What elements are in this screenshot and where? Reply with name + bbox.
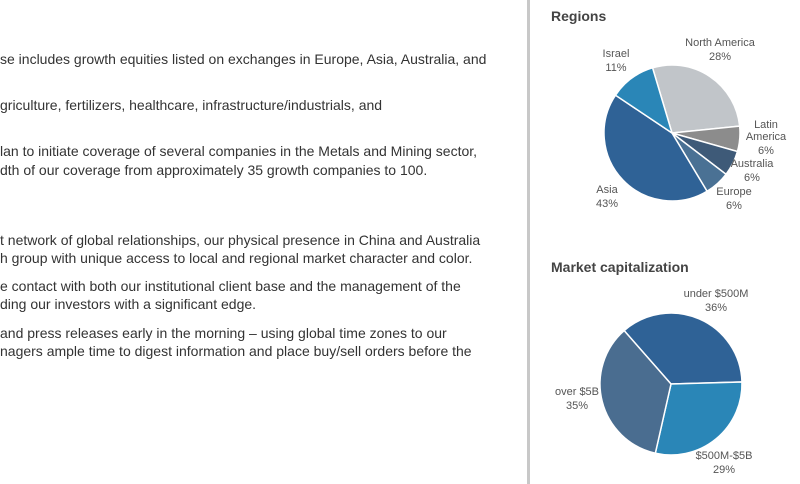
slice-label-500m-5b: $500M-$5B 29% [696, 450, 753, 476]
slice-label-europe: Europe 6% [716, 186, 751, 212]
column-divider [527, 0, 530, 484]
market-cap-pie-chart: under $500M 36% $500M-$5B 29% over $5B 35% [555, 288, 753, 476]
pie-slice-israel [614, 66, 674, 135]
slice-label-israel: Israel 11% [603, 48, 630, 74]
pie-slice-over-5b [599, 329, 672, 455]
text-line: h group with unique access to local and … [0, 250, 473, 266]
text-line: nagers ample time to digest information … [0, 343, 472, 359]
pie-slice-under-500m [623, 312, 743, 385]
text-line: t network of global relationships, our p… [0, 232, 481, 248]
text-line: lan to initiate coverage of several comp… [0, 143, 478, 159]
pie-slice-500m-5b [654, 381, 743, 456]
slice-label-australia: Australia 6% [731, 158, 775, 184]
slice-label-latin-america: Latin America 6% [746, 119, 787, 157]
text-line: se includes growth equities listed on ex… [0, 51, 487, 67]
slice-label-asia: Asia 43% [596, 184, 619, 210]
regions-pie-chart: North America 28% Latin America 6%Australia 6… [596, 37, 787, 212]
regions-chart-title: Regions [551, 8, 607, 24]
text-line: ding our investors with a significant ed… [0, 296, 257, 312]
pie-slice-north-america [651, 64, 741, 134]
pie-slice-asia [603, 94, 709, 202]
article-text-column: se includes growth equities listed on ex… [0, 51, 487, 359]
slice-label-under-500m: under $500M 36% [684, 288, 749, 314]
slice-label-over-5b: over $5B 35% [555, 386, 599, 412]
text-line: griculture, fertilizers, healthcare, inf… [0, 97, 383, 113]
text-line: e contact with both our institutional cl… [0, 278, 461, 294]
slice-label-north-america: North America 28% [685, 37, 756, 63]
text-line: dth of our coverage from approximately 3… [0, 162, 428, 178]
text-line: and press releases early in the morning … [0, 325, 447, 341]
market-cap-chart-title: Market capitalization [551, 259, 689, 275]
